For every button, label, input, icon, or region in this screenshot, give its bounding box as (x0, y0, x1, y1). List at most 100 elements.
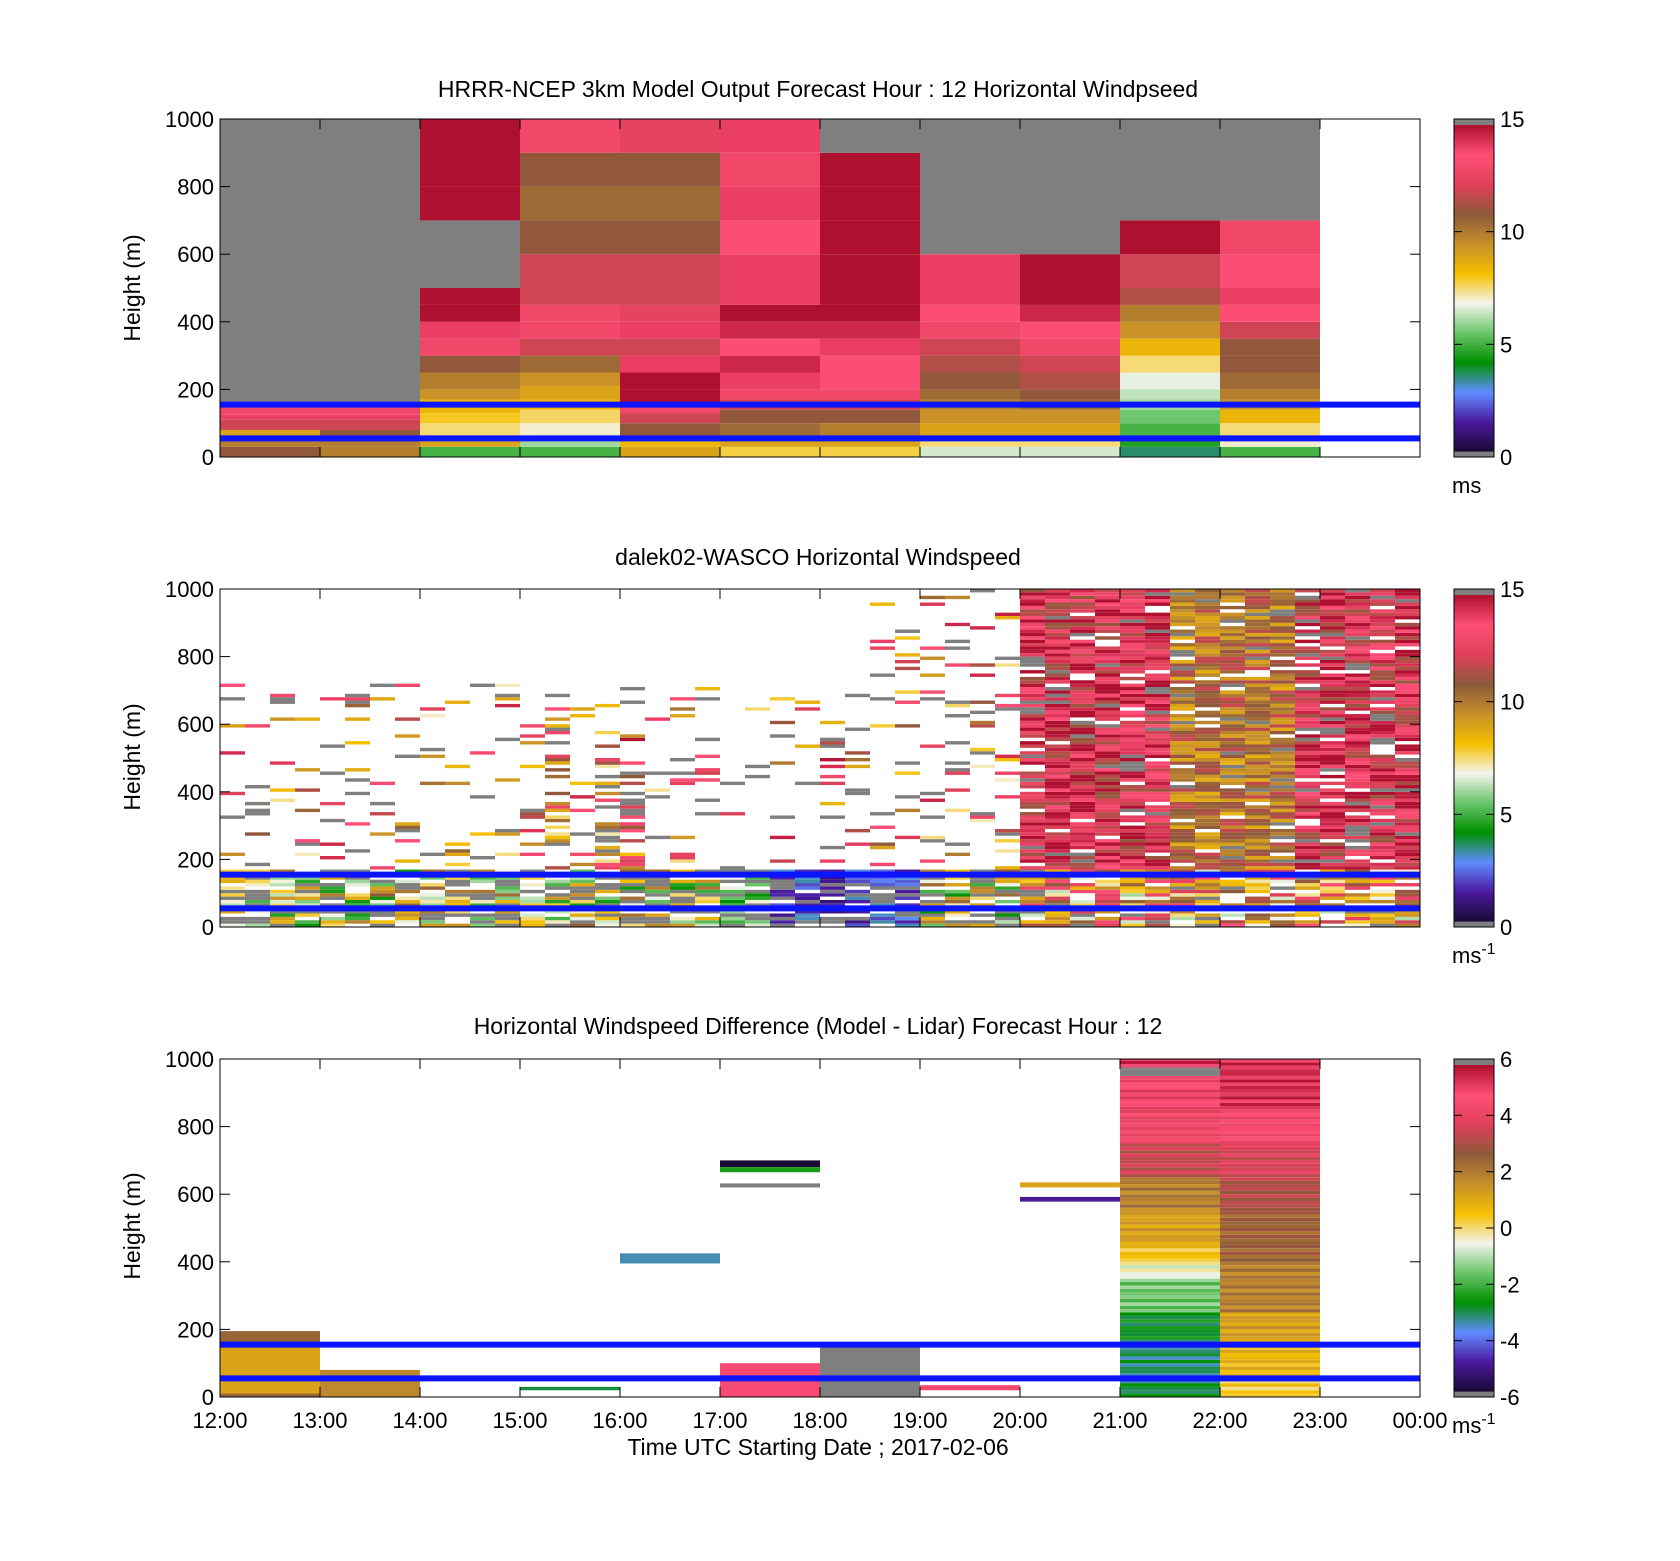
heatmap-cell (595, 903, 620, 907)
heatmap-cell (620, 186, 720, 221)
heatmap-cell (1170, 889, 1195, 894)
heatmap-cell (1295, 632, 1320, 637)
heatmap-cell (1220, 768, 1245, 772)
heatmap-cell (895, 903, 920, 907)
heatmap-cell (745, 764, 770, 769)
heatmap-cell (1320, 687, 1345, 691)
heatmap-cell (1120, 785, 1145, 789)
heatmap-cell (1120, 1244, 1220, 1249)
heatmap-cell (1045, 916, 1070, 921)
colorbar-segment (1454, 893, 1494, 898)
heatmap-cell (1220, 1129, 1320, 1134)
heatmap-cell (1195, 673, 1220, 677)
heatmap-cell (520, 724, 545, 728)
heatmap-cell (795, 903, 820, 907)
colorbar-segment (1454, 910, 1494, 914)
heatmap-cell (620, 808, 645, 813)
colorbar-segment (1454, 600, 1494, 604)
heatmap-cell (1320, 700, 1345, 704)
colorbar-segment (1454, 1342, 1494, 1346)
heatmap-cell (1045, 595, 1070, 600)
heatmap-cell (1020, 680, 1045, 684)
heatmap-cell (1070, 768, 1095, 772)
heatmap-cell (920, 355, 1020, 373)
heatmap-cell (1345, 639, 1370, 644)
heatmap-cell (1020, 602, 1045, 606)
heatmap-cell (1020, 883, 1045, 887)
heatmap-cell (945, 788, 970, 792)
heatmap-cell (1220, 1282, 1320, 1286)
heatmap-cell (1195, 595, 1220, 600)
heatmap-cell (1395, 828, 1420, 833)
heatmap-cell (1170, 835, 1195, 840)
colorbar-segment (1454, 1238, 1494, 1243)
heatmap-cell (620, 737, 645, 742)
heatmap-cell (1220, 1123, 1320, 1127)
heatmap-cell (1045, 805, 1070, 809)
heatmap-cell (1195, 913, 1220, 917)
heatmap-cell (445, 879, 470, 884)
heatmap-cell (1070, 788, 1095, 792)
colorbar-segment (1454, 1309, 1494, 1313)
heatmap-cell (795, 893, 820, 897)
heatmap-cell (1395, 876, 1420, 880)
heatmap-cell (820, 879, 845, 884)
heatmap-cell (1120, 896, 1145, 900)
heatmap-cell (1020, 693, 1045, 698)
heatmap-cell (1120, 1238, 1220, 1242)
heatmap-cell (220, 697, 245, 701)
heatmap-cell (620, 389, 720, 403)
heatmap-cell (445, 903, 470, 907)
heatmap-cell (1220, 883, 1245, 887)
heatmap-cell (695, 737, 720, 742)
heatmap-cell (420, 186, 520, 221)
heatmap-cell (1195, 720, 1220, 725)
heatmap-cell (1020, 771, 1045, 775)
heatmap-cell (1245, 916, 1270, 921)
heatmap-cell (920, 815, 945, 819)
heatmap-cell (1070, 714, 1095, 718)
heatmap-cell (1320, 812, 1345, 816)
heatmap-cell (1095, 599, 1120, 603)
heatmap-cell (1220, 626, 1245, 630)
heatmap-cell (395, 822, 420, 826)
heatmap-cell (1395, 626, 1420, 630)
heatmap-cell (1395, 659, 1420, 664)
heatmap-cell (1120, 612, 1145, 617)
heatmap-cell (245, 883, 270, 887)
heatmap-cell (1220, 710, 1245, 715)
colorbar-segment (1454, 622, 1494, 626)
heatmap-cell (295, 842, 320, 846)
colorbar-segment (1454, 1157, 1494, 1161)
heatmap-cell (1020, 832, 1045, 836)
heatmap-cell (870, 646, 895, 650)
heatmap-cell (1170, 707, 1195, 711)
heatmap-cell (1020, 778, 1045, 782)
heatmap-cell (320, 916, 345, 921)
heatmap-cells (220, 119, 1320, 457)
colorbar-missing-swatch (1454, 589, 1494, 595)
heatmap-cell (1145, 666, 1170, 671)
heatmap-cell (1345, 632, 1370, 637)
heatmap-cell (1120, 321, 1220, 339)
heatmap-cell (1095, 751, 1120, 755)
heatmap-cell (1095, 707, 1120, 711)
heatmap-cell (1220, 683, 1245, 688)
heatmap-cell (1370, 693, 1395, 698)
colorbar-segment (1454, 1344, 1494, 1349)
heatmap-cell (1120, 700, 1145, 704)
heatmap-cell (1145, 656, 1170, 660)
heatmap-cell (820, 903, 845, 907)
heatmap-cell (1220, 254, 1320, 288)
heatmap-cell (1245, 791, 1270, 796)
colorbar-segment (1454, 418, 1494, 422)
heatmap-cell (320, 889, 345, 894)
heatmap-cell (1320, 832, 1345, 836)
heatmap-cell (1220, 616, 1245, 620)
colorbar-segment (1454, 1141, 1494, 1145)
heatmap-cell (245, 832, 270, 836)
heatmap-cell (1195, 785, 1220, 789)
heatmap-cell (1020, 805, 1045, 809)
heatmap-cell (1120, 1170, 1220, 1174)
heatmap-cell (1270, 649, 1295, 654)
